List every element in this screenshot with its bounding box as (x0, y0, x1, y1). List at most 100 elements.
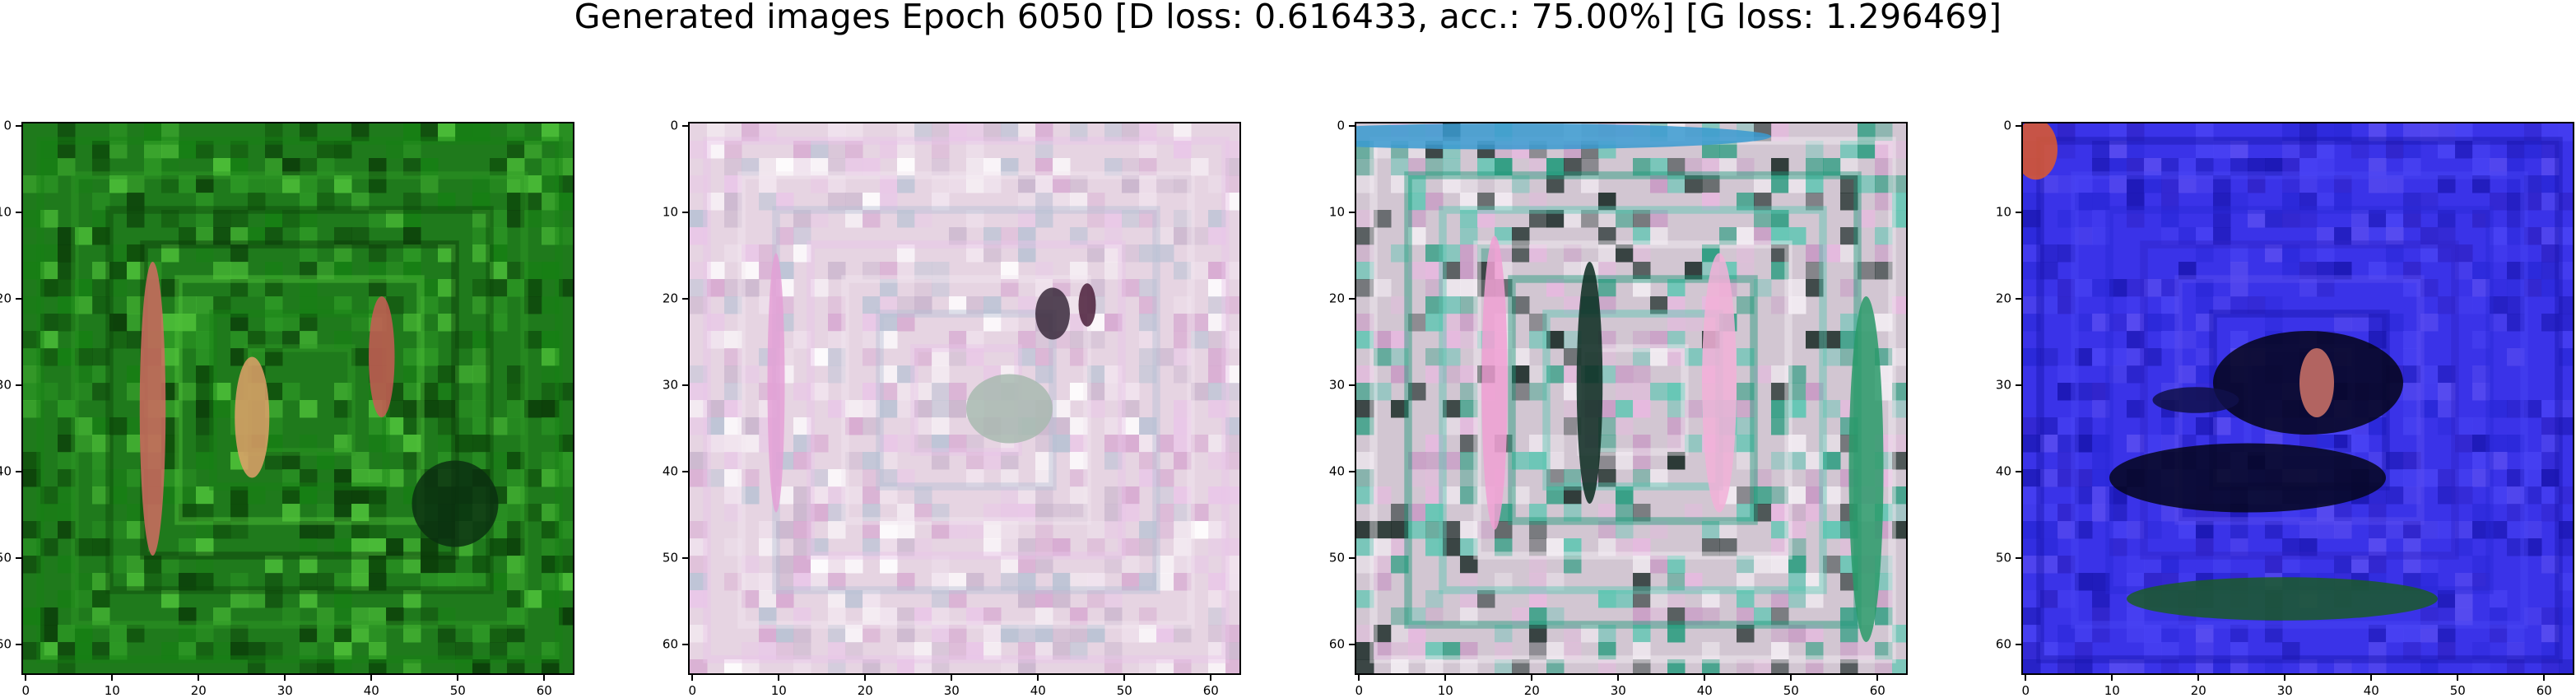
generated-image-panel-3: 0 0 10 10 20 20 30 30 40 40 50 50 60 60 (1329, 119, 1908, 697)
y-tick-label: 0 (2003, 118, 2011, 133)
y-tick (16, 471, 21, 473)
x-tick-label: 0 (688, 683, 697, 698)
x-tick (1876, 675, 1879, 681)
y-tick (16, 557, 21, 560)
x-tick-label: 60 (1202, 683, 1219, 698)
x-tick (1531, 675, 1533, 681)
x-tick (1210, 675, 1212, 681)
generated-image-1 (21, 122, 574, 675)
y-tick-label: 0 (1337, 118, 1345, 133)
x-tick-label: 40 (1696, 683, 1713, 698)
x-tick-label: 60 (1869, 683, 1886, 698)
y-tick-label: 40 (1328, 463, 1345, 479)
generated-image-panel-1: 0 0 10 10 20 20 30 30 40 40 50 50 60 60 (0, 119, 574, 697)
x-tick-label: 40 (363, 683, 379, 698)
y-tick-label: 0 (3, 118, 12, 133)
pixel-texture (23, 123, 573, 673)
x-tick-label: 50 (1116, 683, 1132, 698)
x-tick-label: 60 (2536, 683, 2552, 698)
x-tick (2284, 675, 2286, 681)
y-tick (682, 557, 688, 560)
generated-image-3 (1355, 122, 1908, 675)
x-tick (25, 675, 27, 681)
x-tick-label: 0 (1355, 683, 1364, 698)
x-tick-label: 10 (2104, 683, 2120, 698)
y-tick (2016, 557, 2021, 560)
pixel-texture (1356, 123, 1906, 673)
y-tick (1349, 125, 1355, 128)
x-tick (691, 675, 694, 681)
x-tick-label: 20 (857, 683, 873, 698)
y-tick (16, 644, 21, 646)
x-tick-label: 40 (2363, 683, 2379, 698)
x-tick-label: 10 (1437, 683, 1453, 698)
y-tick-label: 10 (1995, 204, 2011, 220)
x-tick-label: 20 (2190, 683, 2206, 698)
y-tick-label: 10 (1328, 204, 1345, 220)
figure-title: Generated images Epoch 6050 [D loss: 0.6… (574, 0, 2002, 36)
y-tick (16, 384, 21, 387)
generated-image-panel-4: 0 0 10 10 20 20 30 30 40 40 50 50 60 60 (1996, 119, 2574, 697)
y-tick-label: 60 (1995, 636, 2011, 652)
y-tick-label: 10 (662, 204, 678, 220)
y-tick (1349, 557, 1355, 560)
x-tick (284, 675, 286, 681)
x-tick (198, 675, 200, 681)
y-tick (2016, 212, 2021, 214)
x-tick (951, 675, 953, 681)
x-tick (2025, 675, 2027, 681)
y-tick-label: 20 (662, 291, 678, 306)
x-tick-label: 20 (1523, 683, 1540, 698)
y-tick (16, 125, 21, 128)
y-tick (2016, 125, 2021, 128)
y-tick-label: 20 (0, 291, 12, 306)
x-tick-label: 50 (2449, 683, 2466, 698)
x-tick (1790, 675, 1793, 681)
x-tick (2197, 675, 2200, 681)
y-tick-label: 30 (1995, 377, 2011, 393)
y-tick-label: 30 (1328, 377, 1345, 393)
y-tick (682, 644, 688, 646)
y-tick (2016, 471, 2021, 473)
y-tick (682, 212, 688, 214)
x-tick (370, 675, 373, 681)
pixel-texture (2023, 123, 2573, 673)
x-tick-label: 20 (190, 683, 207, 698)
y-tick (1349, 298, 1355, 300)
y-tick-label: 60 (0, 636, 12, 652)
generated-image-2 (688, 122, 1241, 675)
y-tick (1349, 384, 1355, 387)
generated-image-panel-2: 0 0 10 10 20 20 30 30 40 40 50 50 60 60 (663, 119, 1241, 697)
x-tick (1358, 675, 1360, 681)
y-tick (2016, 384, 2021, 387)
x-tick-label: 30 (277, 683, 293, 698)
x-tick-label: 0 (2021, 683, 2030, 698)
x-tick (111, 675, 114, 681)
x-tick-label: 60 (536, 683, 552, 698)
x-tick (1444, 675, 1447, 681)
y-tick (1349, 212, 1355, 214)
x-tick (2111, 675, 2113, 681)
y-tick-label: 0 (670, 118, 678, 133)
y-tick-label: 30 (662, 377, 678, 393)
x-tick (1617, 675, 1620, 681)
y-tick-label: 60 (1328, 636, 1345, 652)
y-tick (682, 471, 688, 473)
x-tick (2457, 675, 2459, 681)
x-tick-label: 30 (2276, 683, 2293, 698)
y-tick-label: 20 (1328, 291, 1345, 306)
x-tick-label: 0 (21, 683, 30, 698)
y-tick (16, 298, 21, 300)
y-tick-label: 10 (0, 204, 12, 220)
x-tick-label: 10 (770, 683, 787, 698)
y-tick (682, 298, 688, 300)
x-tick (457, 675, 459, 681)
y-tick (682, 125, 688, 128)
y-tick-label: 50 (662, 550, 678, 565)
y-tick (2016, 298, 2021, 300)
x-tick (1037, 675, 1039, 681)
pixel-texture (690, 123, 1239, 673)
x-tick (1123, 675, 1126, 681)
x-tick (1704, 675, 1706, 681)
x-tick (543, 675, 546, 681)
